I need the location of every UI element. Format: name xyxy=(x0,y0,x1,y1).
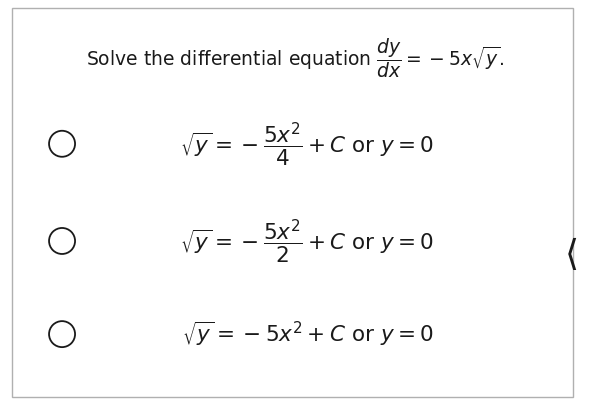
Text: $\sqrt{y} = -5x^2 + C\ \mathrm{or}\ y = 0$: $\sqrt{y} = -5x^2 + C\ \mathrm{or}\ y = … xyxy=(181,320,433,348)
Ellipse shape xyxy=(49,228,75,254)
Ellipse shape xyxy=(49,131,75,157)
Ellipse shape xyxy=(49,321,75,347)
Text: Solve the differential equation $\dfrac{dy}{dx} = -5x\sqrt{y}.$: Solve the differential equation $\dfrac{… xyxy=(86,36,505,80)
Text: $\sqrt{y} = -\dfrac{5x^2}{2} + C\ \mathrm{or}\ y = 0$: $\sqrt{y} = -\dfrac{5x^2}{2} + C\ \mathr… xyxy=(180,217,434,265)
Text: $\sqrt{y} = -\dfrac{5x^2}{4} + C\ \mathrm{or}\ y = 0$: $\sqrt{y} = -\dfrac{5x^2}{4} + C\ \mathr… xyxy=(180,120,434,168)
FancyBboxPatch shape xyxy=(12,8,573,397)
Text: $\langle$: $\langle$ xyxy=(564,234,577,272)
